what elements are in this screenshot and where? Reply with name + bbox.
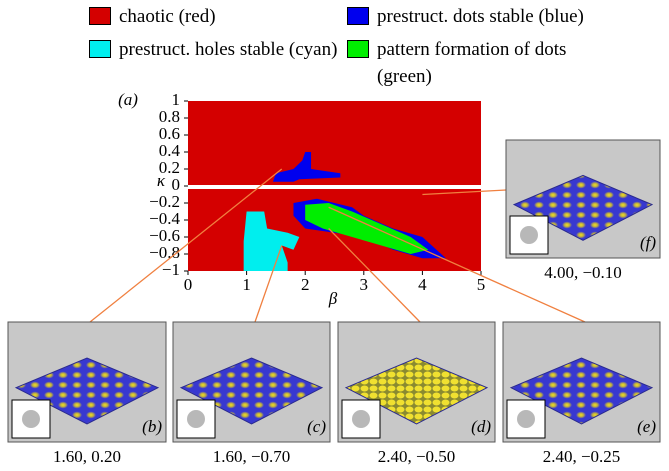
legend-swatch xyxy=(89,40,111,58)
y-tick-label: −0.6 xyxy=(149,226,180,245)
fft-spot xyxy=(187,410,205,428)
surface-plot xyxy=(14,357,160,425)
inset-caption: 1.60, 0.20 xyxy=(53,447,121,466)
x-axis-label: β xyxy=(328,289,338,308)
inset-label: (f) xyxy=(640,233,656,252)
surface-plot xyxy=(509,357,654,425)
legend-label: pattern formation of dots (green) xyxy=(377,39,567,87)
y-tick-label: 0 xyxy=(172,175,181,194)
x-tick-label: 1 xyxy=(242,275,251,294)
fft-spot xyxy=(22,410,40,428)
surface-plot xyxy=(344,357,489,425)
inset-caption: 4.00, −0.10 xyxy=(544,263,622,282)
fft-spot xyxy=(520,226,538,244)
y-tick-label: 0.4 xyxy=(159,141,181,160)
y-tick-label: −1 xyxy=(162,260,180,279)
y-tick-label: 0.2 xyxy=(159,158,180,177)
x-tick-label: 5 xyxy=(477,275,486,294)
y-axis-label: κ xyxy=(157,171,166,190)
inset-caption: 2.40, −0.25 xyxy=(543,447,621,466)
region xyxy=(272,152,341,182)
region xyxy=(243,211,300,271)
legend-label: prestruct. dots stable (blue) xyxy=(377,6,584,27)
inset-label: (c) xyxy=(307,417,326,436)
y-tick-label: 0.6 xyxy=(159,124,180,143)
pointer-arrow xyxy=(89,168,283,323)
legend-entry: pattern formation of dots (green) xyxy=(347,36,587,90)
region-core xyxy=(305,203,429,254)
x-tick-label: 2 xyxy=(301,275,310,294)
legend-swatch xyxy=(347,7,369,25)
legend-entry: prestruct. dots stable (blue) xyxy=(347,3,667,30)
pointer-arrow xyxy=(328,228,421,323)
y-tick-label: 1 xyxy=(172,90,181,109)
inset-caption: 1.60, −0.70 xyxy=(213,447,291,466)
pointer-arrow xyxy=(254,245,283,323)
x-tick-label: 0 xyxy=(184,275,193,294)
legend-swatch xyxy=(347,40,369,58)
x-tick-label: 4 xyxy=(418,275,427,294)
inset-label: (e) xyxy=(637,417,656,436)
panel-label: (a) xyxy=(118,90,138,109)
inset-caption: 2.40, −0.50 xyxy=(378,447,456,466)
pointer-arrow xyxy=(422,189,507,196)
y-tick-label: −0.2 xyxy=(149,192,180,211)
legend-label: prestruct. holes stable (cyan) xyxy=(119,39,338,60)
fft-spot xyxy=(517,410,535,428)
x-tick-label: 3 xyxy=(360,275,369,294)
legend-label: chaotic (red) xyxy=(119,6,216,27)
surface-plot xyxy=(512,174,654,241)
inset-label: (b) xyxy=(142,417,162,436)
inset-label: (d) xyxy=(471,417,491,436)
legend-entry: chaotic (red) xyxy=(89,3,339,30)
surface-plot xyxy=(179,357,324,425)
y-tick-label: 0.8 xyxy=(159,107,180,126)
legend-entry: prestruct. holes stable (cyan) xyxy=(89,36,339,63)
fft-spot xyxy=(352,410,370,428)
legend-swatch xyxy=(89,7,111,25)
y-tick-label: −0.4 xyxy=(149,209,180,228)
pointer-arrow xyxy=(328,206,586,323)
